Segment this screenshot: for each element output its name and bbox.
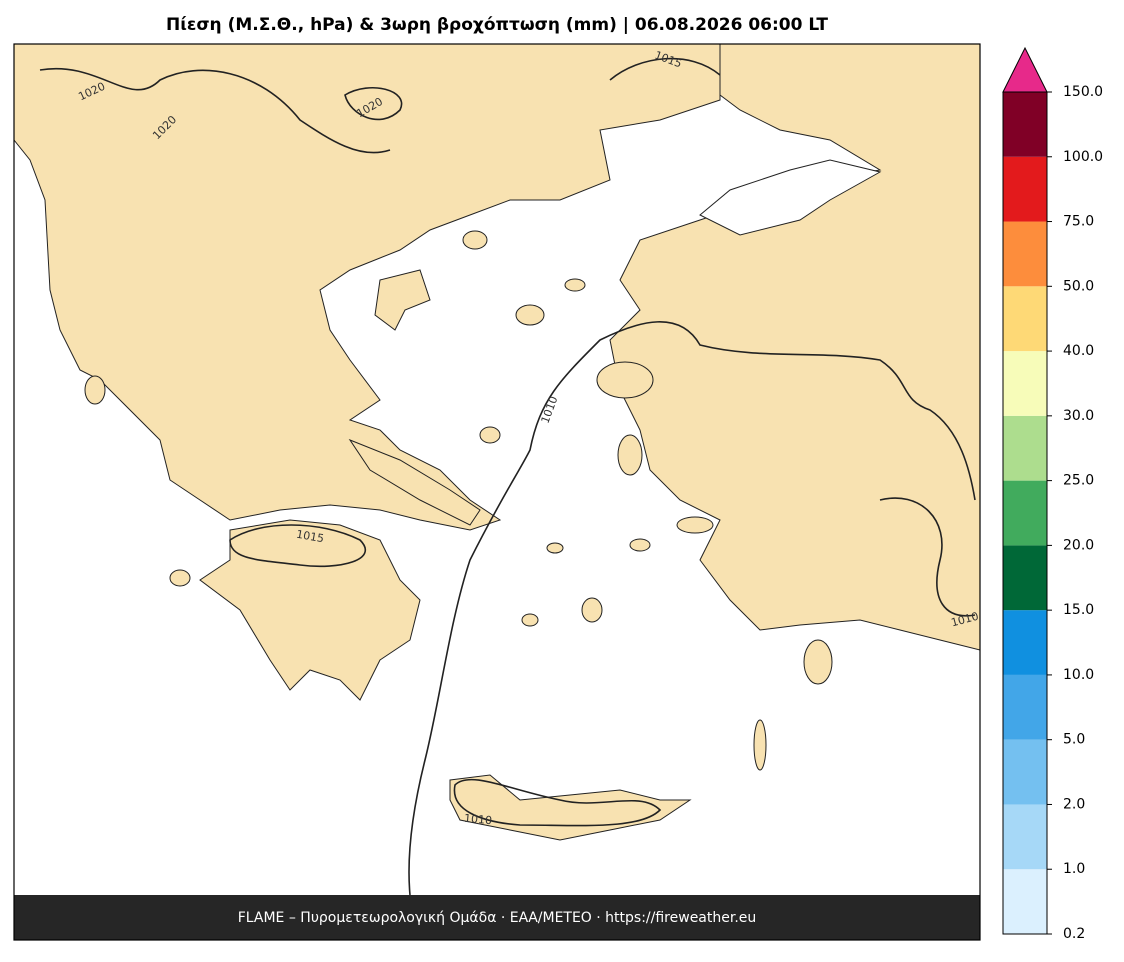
colorbar-segment — [1003, 92, 1047, 157]
colorbar-tick-label: 150.0 — [1063, 84, 1103, 100]
isobars — [39, 57, 976, 896]
colorbar-tick-label: 25.0 — [1063, 473, 1094, 489]
marmara — [699, 159, 882, 236]
colorbar-segment — [1003, 804, 1047, 870]
colorbar-segment — [1003, 415, 1047, 481]
title: Πίεση (Μ.Σ.Θ., hPa) & 3ωρη βροχόπτωση (m… — [166, 15, 828, 35]
colorbar-segment — [1003, 674, 1047, 740]
colorbar-segment — [1003, 610, 1047, 675]
colorbar-tick-label: 75.0 — [1063, 214, 1094, 230]
colorbar-segment — [1003, 545, 1047, 611]
colorbar-segment — [1003, 156, 1047, 222]
colorbar-segment — [1003, 480, 1047, 546]
map: 1020 1020 1020 1015 1015 1010 1010 1010 … — [13, 43, 981, 941]
colorbar-tick-label: 2.0 — [1063, 796, 1085, 812]
colorbar-tick-label: 40.0 — [1063, 343, 1094, 359]
colorbar-extend — [1002, 46, 1048, 93]
colorbar-segment — [1003, 739, 1047, 805]
footer-bar — [14, 895, 980, 940]
isobar-label: 1010 — [464, 812, 493, 827]
colorbar-tick-label: 100.0 — [1063, 149, 1103, 165]
colorbar-tick-label: 20.0 — [1063, 537, 1094, 553]
colorbar-tick-label: 50.0 — [1063, 278, 1094, 294]
peloponnese — [199, 519, 421, 701]
footer-text: FLAME – Πυρομετεωρολογική Ομάδα · ΕΑΑ/ME… — [238, 910, 757, 926]
balkans — [13, 43, 721, 531]
isobar-label: 1015 — [295, 528, 325, 546]
colorbar-tick-label: 15.0 — [1063, 602, 1094, 618]
colorbar-tick-label: 10.0 — [1063, 667, 1094, 683]
colorbar-tick-label: 30.0 — [1063, 408, 1094, 424]
islands — [84, 230, 833, 771]
colorbar-tick-label: 1.0 — [1063, 861, 1085, 877]
colorbar: 0.2 1.0 2.0 5.0 10.0 15.0 20.0 25.0 30.0 40.0 50.0… — [1002, 46, 1103, 942]
colorbar-segment — [1003, 286, 1047, 352]
colorbar-segment — [1003, 221, 1047, 287]
colorbar-segment — [1003, 869, 1047, 934]
map-frame — [13, 43, 981, 941]
colorbar-tick-label: 5.0 — [1063, 732, 1085, 748]
colorbar-frame — [1002, 91, 1048, 935]
chalkidiki — [374, 269, 431, 331]
colorbar-tick-label: 0.2 — [1063, 926, 1085, 942]
colorbar-segment — [1003, 351, 1047, 416]
evia — [348, 438, 481, 526]
